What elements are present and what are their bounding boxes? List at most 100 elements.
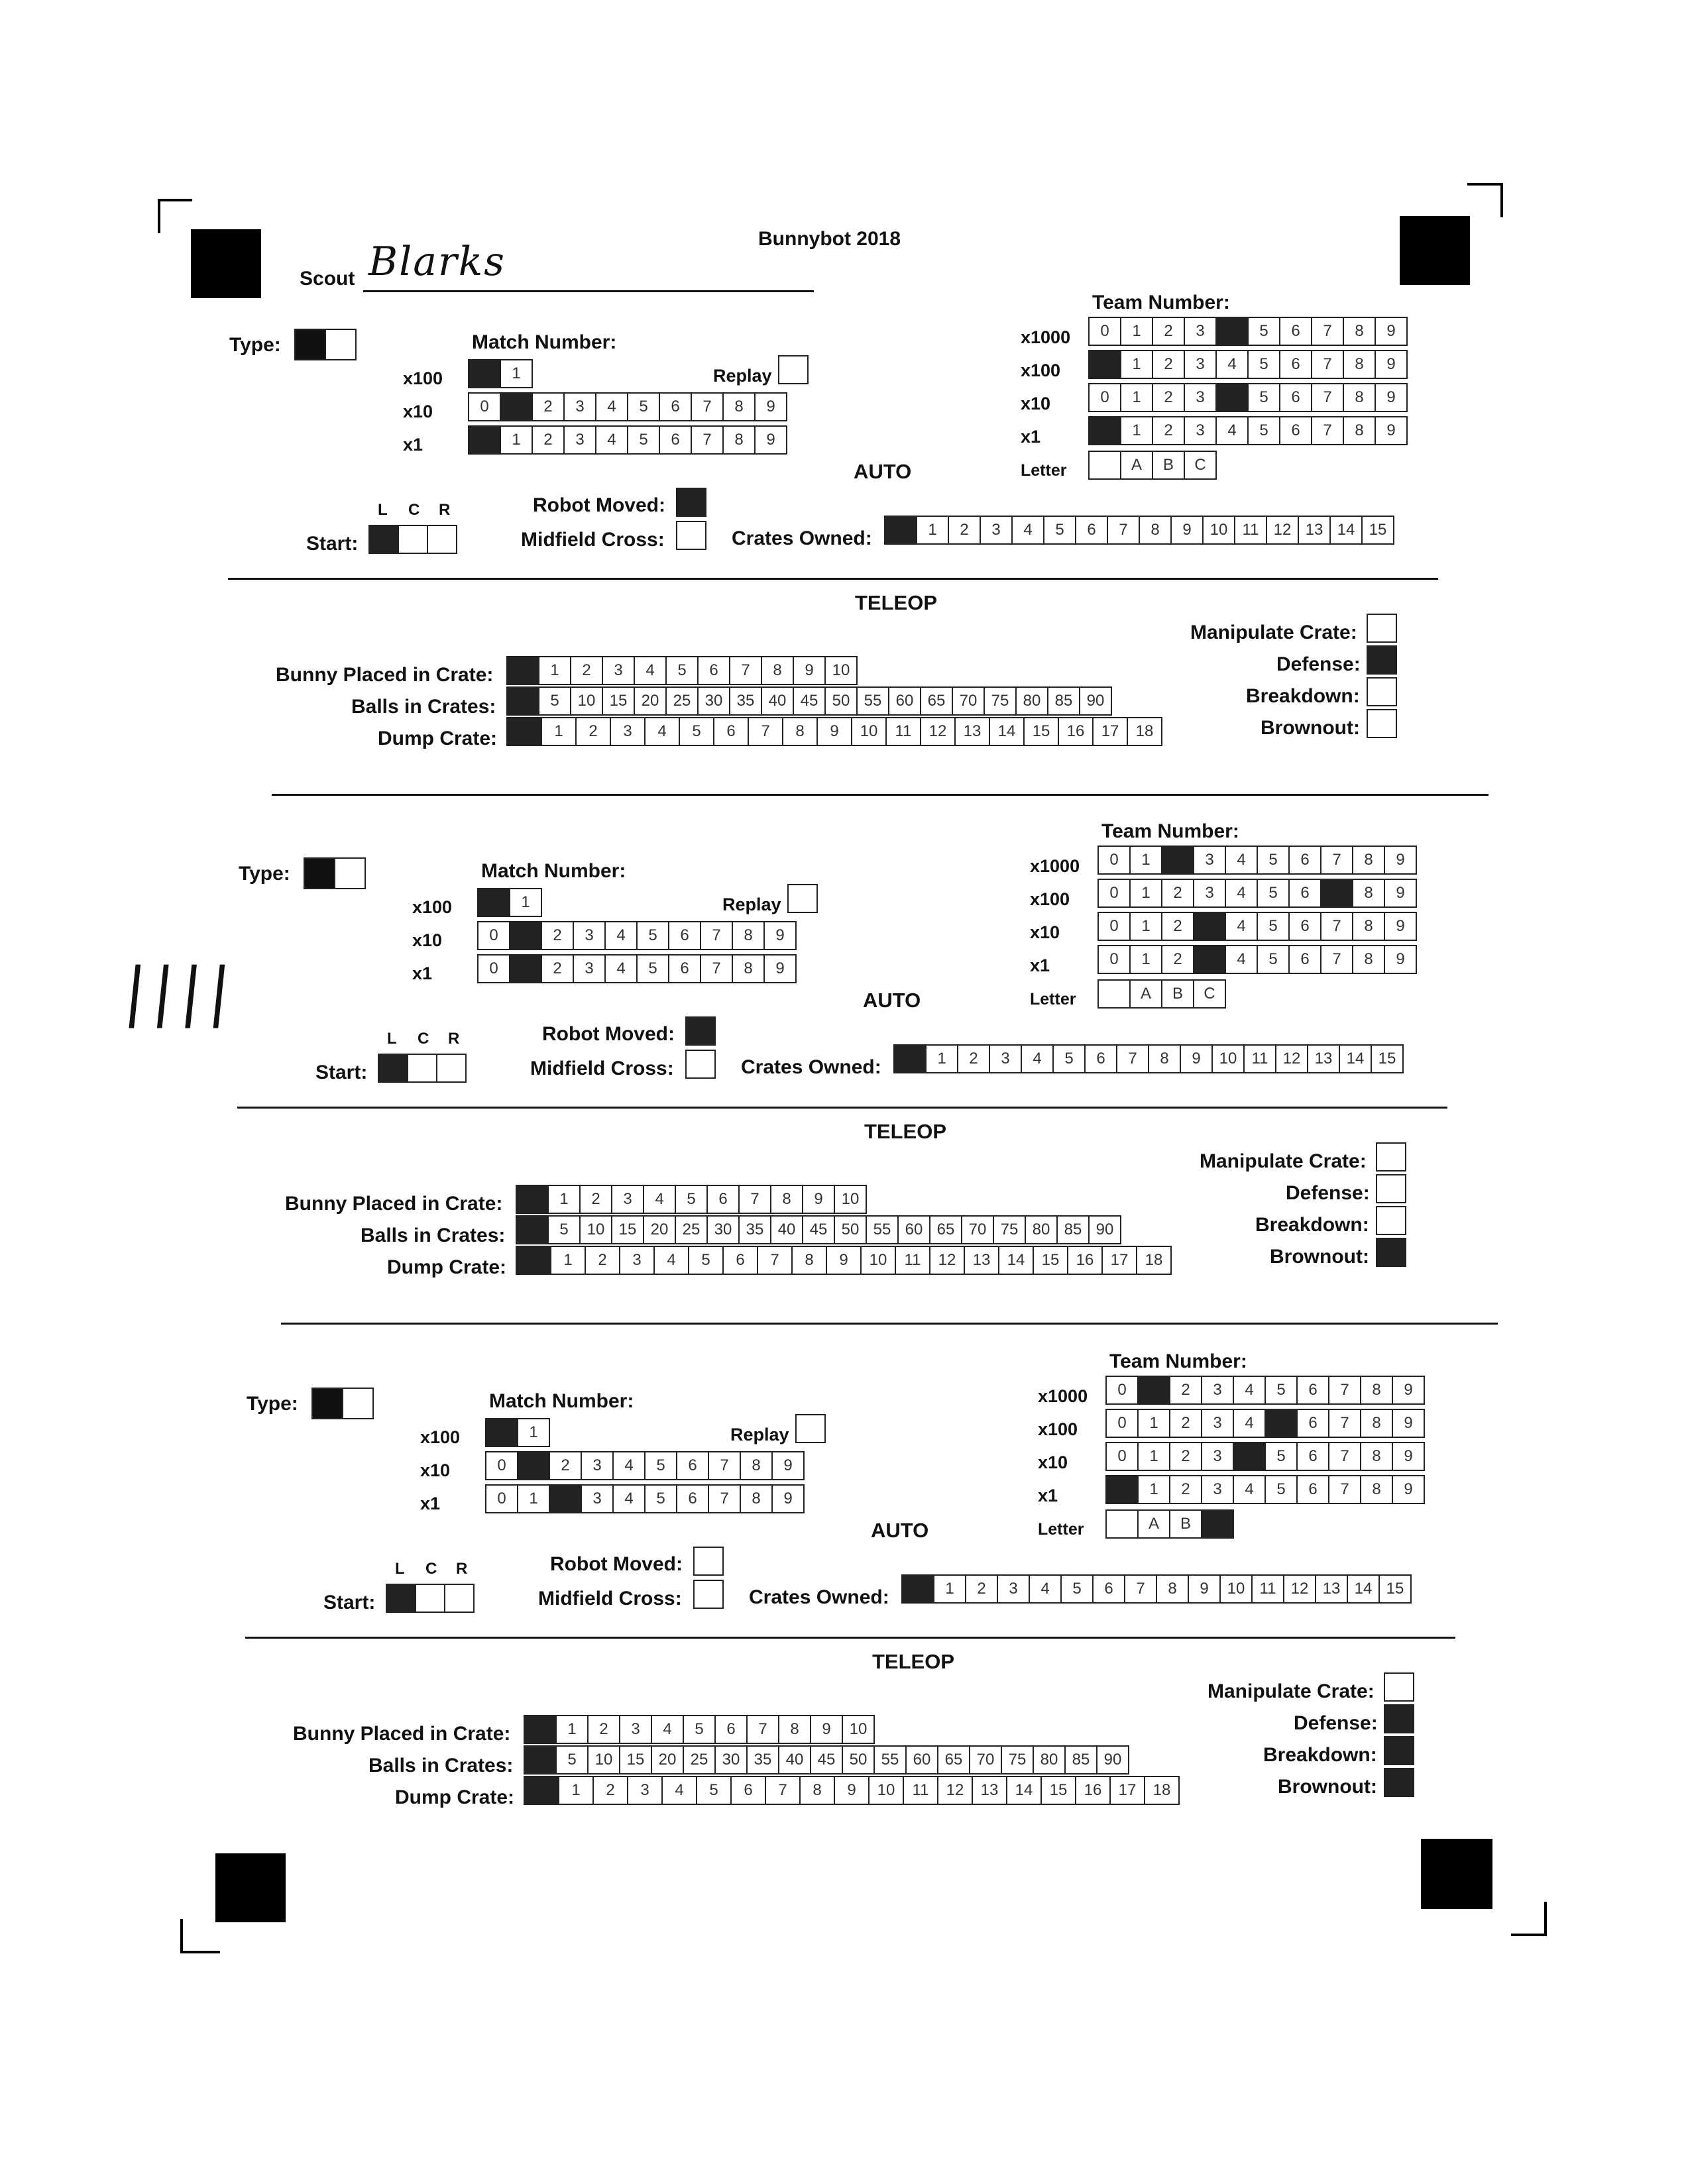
s1-team-x1000-cell[interactable]: 1 [1120,317,1153,346]
s3-team-x10-cell[interactable]: 3 [1201,1442,1234,1471]
s1-dump-crate-cell[interactable]: 4 [644,717,680,746]
s1-team-x10-cell[interactable]: 5 [1247,383,1280,412]
s2-dump-crate-cell[interactable]: 16 [1067,1246,1103,1275]
s3-crates-owned-cell[interactable]: 7 [1124,1574,1157,1604]
s2-crates-owned-cell[interactable]: 9 [1180,1044,1213,1073]
s2-crates-owned-cell[interactable]: 3 [989,1044,1022,1073]
s3-team-x1-cell[interactable]: 2 [1169,1475,1202,1504]
s2-start-l-box[interactable] [378,1054,408,1083]
s2-bunny-placed-cell[interactable]: 5 [675,1185,708,1214]
s3-team-x1000-cell[interactable]: 4 [1233,1376,1266,1405]
s3-team-x1-cell[interactable]: 7 [1328,1475,1361,1504]
s2-crates-owned-cell[interactable]: 8 [1148,1044,1181,1073]
s2-team-x1000-cell[interactable]: 8 [1352,846,1385,875]
s1-match-x1-cell[interactable]: 2 [532,425,565,455]
s2-team-x1000-cell[interactable]: 2 [1161,846,1194,875]
s3-team-x1000-cell[interactable]: 6 [1296,1376,1329,1405]
s3-team-x10-cell[interactable]: 4 [1233,1442,1266,1471]
s1-team-x100-cell[interactable]: 4 [1215,350,1249,379]
s3-crates-owned-cell[interactable]: 5 [1060,1574,1094,1604]
s2-bunny-placed-cell[interactable]: 4 [643,1185,676,1214]
s3-match-x1-cell[interactable]: 0 [485,1484,518,1513]
s2-team-x1-cell[interactable]: 0 [1097,945,1131,974]
s3-team-x100-cell[interactable]: 5 [1264,1409,1298,1438]
s3-dump-crate-cell[interactable]: 17 [1109,1776,1145,1805]
s1-dump-crate-cell[interactable]: 3 [610,717,646,746]
s2-match-x10-cell[interactable]: 8 [732,921,765,950]
s3-team-x100-cell[interactable]: 8 [1360,1409,1393,1438]
s1-balls-in-crates-cell[interactable]: 30 [697,686,730,716]
s3-balls-in-crates-cell[interactable]: 15 [619,1745,652,1774]
s3-dump-crate-cell[interactable]: 0 [524,1776,559,1805]
s3-match-x10-cell[interactable]: 3 [581,1451,614,1480]
s2-team-letter-cell[interactable]: A [1129,979,1162,1009]
s3-team-x1-cell[interactable]: 1 [1137,1475,1170,1504]
s2-match-x1-cell[interactable]: 4 [604,954,638,983]
s1-team-x1000-cell[interactable]: 0 [1088,317,1121,346]
s3-bunny-placed-cell[interactable]: 6 [714,1715,748,1744]
s3-team-x10-cell[interactable]: 8 [1360,1442,1393,1471]
s1-match-x10-cell[interactable]: 6 [659,392,692,421]
s1-crates-owned-cell[interactable]: 2 [948,516,981,545]
s3-team-x10-cell[interactable]: 0 [1105,1442,1139,1471]
s3-crates-owned-cell[interactable]: 9 [1188,1574,1221,1604]
s2-match-x100-cell[interactable]: 1 [509,888,542,917]
s3-team-x1000-cell[interactable]: 7 [1328,1376,1361,1405]
s1-match-x10-cell[interactable]: 2 [532,392,565,421]
s1-crates-owned-cell[interactable]: 14 [1329,516,1363,545]
s2-balls-in-crates-cell[interactable]: 20 [643,1215,676,1244]
s1-bunny-placed-cell[interactable]: 1 [538,656,571,685]
s2-match-x10-cell[interactable]: 3 [573,921,606,950]
s1-match-x1-cell[interactable]: 5 [627,425,660,455]
s1-bunny-placed-cell[interactable]: 2 [570,656,603,685]
s3-match-x1-cell[interactable]: 7 [708,1484,741,1513]
s2-match-x1-cell[interactable]: 3 [573,954,606,983]
s2-match-x1-cell[interactable]: 5 [636,954,669,983]
s3-dump-crate-cell[interactable]: 2 [592,1776,628,1805]
s1-balls-in-crates-cell[interactable]: 45 [793,686,826,716]
s2-match-x10-cell[interactable]: 0 [477,921,510,950]
s3-match-x1-cell[interactable]: 8 [740,1484,773,1513]
s2-balls-in-crates-cell[interactable]: 60 [897,1215,930,1244]
s3-brownout-box[interactable] [1384,1768,1414,1797]
s1-team-x1000-cell[interactable]: 3 [1184,317,1217,346]
s2-team-letter-cell[interactable]: B [1161,979,1194,1009]
s2-team-letter-cell[interactable]: C [1193,979,1226,1009]
s3-dump-crate-cell[interactable]: 6 [730,1776,766,1805]
s3-match-x10-cell[interactable]: 5 [644,1451,677,1480]
s1-crates-owned-cell[interactable]: 11 [1234,516,1267,545]
s2-match-x1-cell[interactable]: 0 [477,954,510,983]
s2-team-x10-cell[interactable]: 9 [1384,912,1417,941]
s3-balls-in-crates-cell[interactable]: 40 [778,1745,811,1774]
s3-team-x1-cell[interactable]: 5 [1264,1475,1298,1504]
s2-balls-in-crates-cell[interactable]: 30 [706,1215,740,1244]
s2-team-x1000-cell[interactable]: 9 [1384,846,1417,875]
s2-team-x1-cell[interactable]: 6 [1288,945,1321,974]
s2-match-x1-cell[interactable]: 7 [700,954,733,983]
s3-team-x1000-cell[interactable]: 5 [1264,1376,1298,1405]
s1-team-x100-cell[interactable]: 2 [1152,350,1185,379]
s1-match-x1-cell[interactable]: 1 [500,425,533,455]
s1-match-x10-cell[interactable]: 0 [468,392,501,421]
s3-team-x100-cell[interactable]: 7 [1328,1409,1361,1438]
s1-type-empty[interactable] [325,329,357,360]
s1-balls-in-crates-cell[interactable]: 60 [888,686,921,716]
s2-team-x1000-cell[interactable]: 1 [1129,846,1162,875]
s3-balls-in-crates-cell[interactable]: 45 [810,1745,843,1774]
s1-team-x10-cell[interactable]: 0 [1088,383,1121,412]
s2-crates-owned-cell[interactable]: 0 [893,1044,927,1073]
s2-team-x1000-cell[interactable]: 4 [1225,846,1258,875]
s3-dump-crate-cell[interactable]: 1 [558,1776,594,1805]
s3-dump-crate-cell[interactable]: 9 [834,1776,870,1805]
s3-balls-in-crates-cell[interactable]: 50 [842,1745,875,1774]
s1-start-l-box[interactable] [368,525,399,554]
s2-team-x1-cell[interactable]: 7 [1320,945,1353,974]
s3-team-x1-cell[interactable]: 4 [1233,1475,1266,1504]
s2-team-x1-cell[interactable]: 8 [1352,945,1385,974]
s2-type-box[interactable] [304,857,366,889]
s1-team-x100-cell[interactable]: 8 [1343,350,1376,379]
s2-start-c-box[interactable] [407,1054,437,1083]
s1-dump-crate-cell[interactable]: 16 [1058,717,1094,746]
s2-team-x1-cell[interactable]: 9 [1384,945,1417,974]
s2-dump-crate-cell[interactable]: 0 [516,1246,551,1275]
